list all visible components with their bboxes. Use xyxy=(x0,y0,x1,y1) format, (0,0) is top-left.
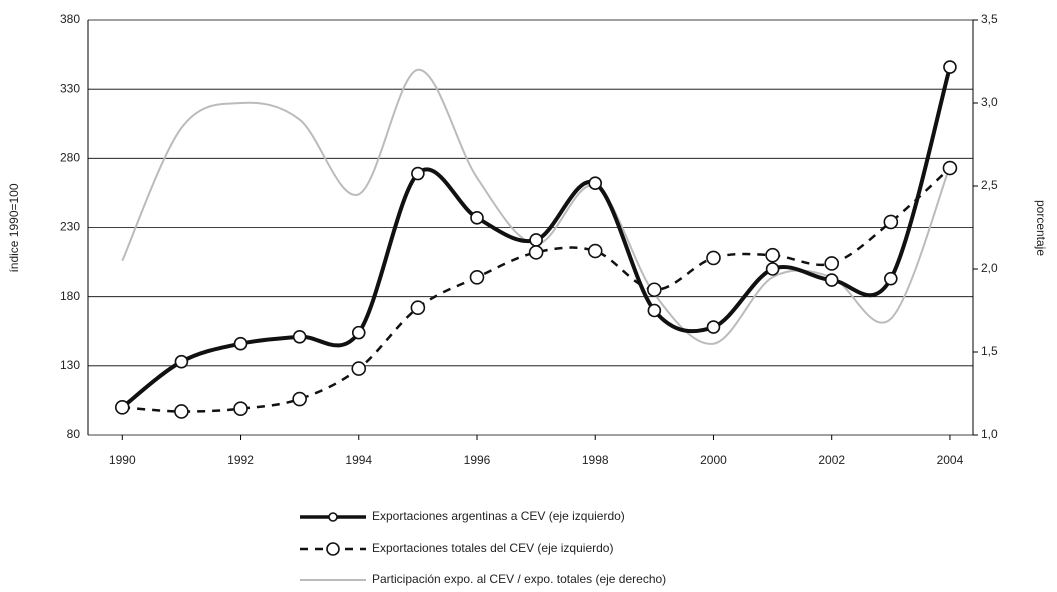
y2-tick-label: 3,5 xyxy=(981,12,998,26)
point xyxy=(174,354,189,369)
point xyxy=(824,273,839,287)
y-tick-label: 380 xyxy=(60,12,80,26)
x-tick-label: 2000 xyxy=(700,453,727,467)
x-tick-label: 1992 xyxy=(227,453,254,467)
y-tick-label: 280 xyxy=(60,151,80,165)
series-line xyxy=(122,167,951,413)
y-axis-title: índice 1990=100 xyxy=(7,183,21,272)
y2-tick-label: 1,5 xyxy=(981,344,998,358)
point xyxy=(410,300,426,316)
legend-label: Exportaciones totales del CEV (eje izqui… xyxy=(372,541,613,555)
point xyxy=(292,329,307,344)
y-tick-label: 180 xyxy=(60,289,80,303)
point xyxy=(233,336,248,351)
series-line xyxy=(121,68,951,345)
y-tick-label: 80 xyxy=(67,427,81,441)
y2-tick-label: 1,0 xyxy=(981,427,998,441)
legend-label: Participación expo. al CEV / expo. total… xyxy=(372,572,666,586)
point xyxy=(351,361,367,376)
point xyxy=(351,325,366,340)
y-tick-label: 130 xyxy=(60,358,80,372)
point xyxy=(943,60,957,74)
x-tick-label: 1996 xyxy=(464,453,491,467)
point xyxy=(824,256,840,271)
point xyxy=(529,233,543,247)
point xyxy=(114,400,130,415)
y-tick-label: 330 xyxy=(60,81,80,95)
x-tick-label: 2004 xyxy=(937,453,964,467)
legend-label: Exportaciones argentinas a CEV (eje izqu… xyxy=(372,509,625,523)
point xyxy=(884,271,898,286)
point xyxy=(470,211,484,225)
point xyxy=(411,166,425,181)
x-tick-label: 1994 xyxy=(345,453,372,467)
point xyxy=(765,262,780,276)
y2-tick-label: 2,5 xyxy=(981,178,998,192)
point xyxy=(647,282,662,298)
y2-axis-title: porcentaje xyxy=(1034,200,1048,256)
point xyxy=(647,303,662,318)
y2-tick-label: 3,0 xyxy=(981,95,998,109)
point xyxy=(706,250,721,266)
y-tick-label: 230 xyxy=(60,220,80,234)
x-tick-label: 2002 xyxy=(818,453,845,467)
legend-marker xyxy=(326,542,340,556)
point xyxy=(233,401,248,417)
point xyxy=(469,269,485,285)
point xyxy=(588,176,603,191)
x-tick-label: 1990 xyxy=(109,453,136,467)
point xyxy=(942,160,958,176)
x-tick-label: 1998 xyxy=(582,453,609,467)
legend-marker xyxy=(328,512,338,522)
point xyxy=(528,245,544,260)
point xyxy=(292,391,307,407)
point xyxy=(765,247,780,263)
point xyxy=(587,243,603,259)
point xyxy=(883,214,899,230)
point xyxy=(706,320,721,334)
y2-tick-label: 2,0 xyxy=(981,261,998,275)
point xyxy=(174,404,189,419)
